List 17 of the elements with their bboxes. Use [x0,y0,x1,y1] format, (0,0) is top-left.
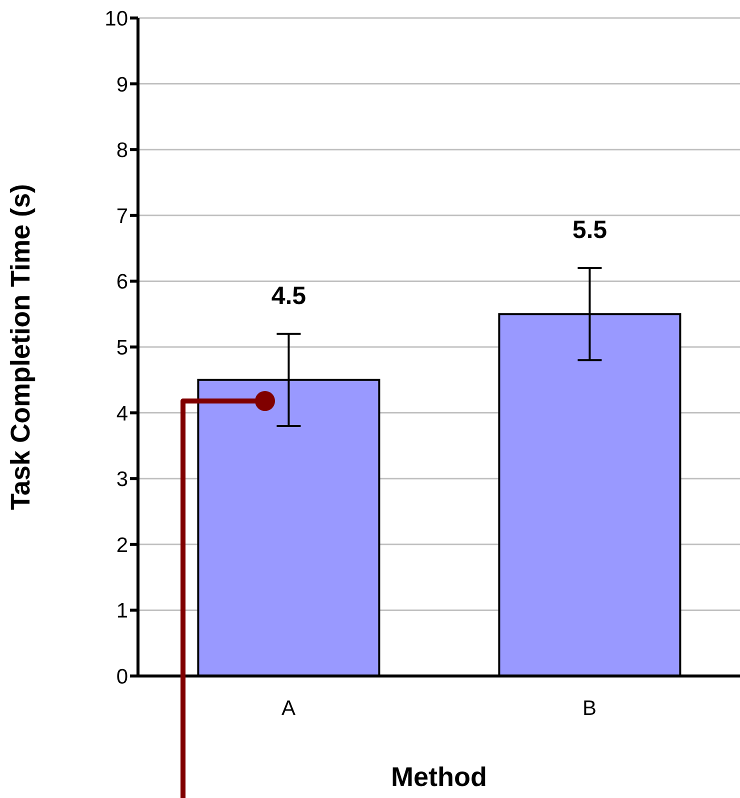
x-tick-label: A [281,696,296,720]
data-label: 5.5 [572,216,608,244]
y-tick-label: 6 [116,270,128,294]
y-tick-label: 0 [116,665,128,688]
y-tick-label: 1 [116,600,128,623]
y-tick-label: 2 [116,534,128,557]
y-tick-label: 9 [116,73,128,96]
x-tick-label: B [582,696,597,720]
x-axis-title: Method [391,762,487,792]
y-tick-label: 8 [116,139,128,162]
y-tick-label: 10 [104,7,128,30]
y-tick-label: 5 [116,336,128,360]
y-axis-title: Task Completion Time (s) [6,184,36,510]
y-tick-label: 3 [116,468,128,492]
y-tick-label: 7 [116,204,128,228]
data-label: 4.5 [271,282,306,310]
y-tick-label: 4 [116,402,128,426]
